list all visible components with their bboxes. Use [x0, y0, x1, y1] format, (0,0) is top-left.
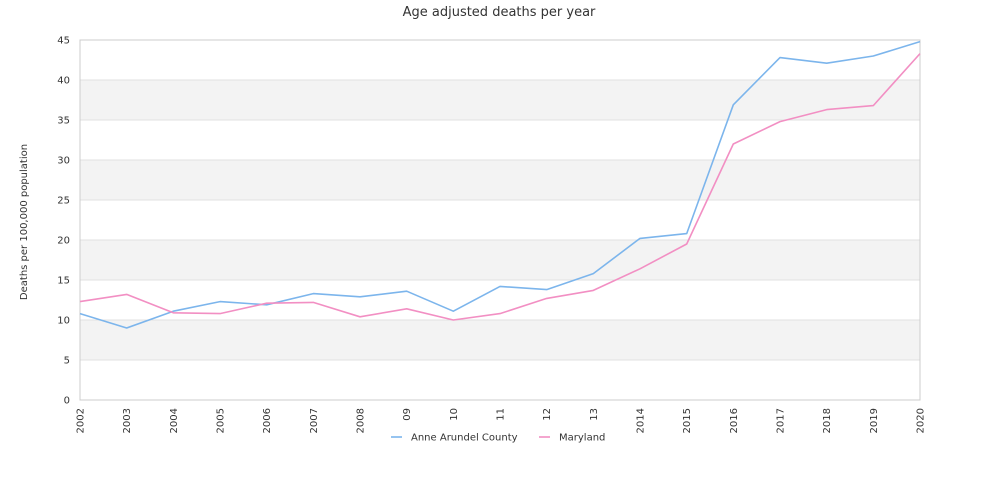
plot-border: [79, 39, 921, 401]
y-tick-label: 25: [57, 196, 70, 207]
x-tick-label: 2008: [356, 408, 367, 433]
y-axis-title: Deaths per 100,000 population: [19, 144, 30, 300]
plot-band: [80, 240, 920, 280]
x-tick-label: 2007: [309, 408, 320, 433]
y-tick-label: 0: [64, 396, 70, 407]
plot-bands: [80, 80, 920, 360]
series-layer: [79, 40, 921, 329]
legend-label[interactable]: Anne Arundel County: [411, 433, 518, 444]
y-tick-label: 35: [57, 116, 70, 127]
plot-band: [80, 320, 920, 360]
x-tick-label: 2020: [916, 408, 927, 433]
x-tick-label: 11: [496, 408, 507, 421]
y-tick-label: 5: [64, 356, 70, 367]
legend: Anne Arundel County Maryland: [391, 433, 605, 444]
legend-label[interactable]: Maryland: [559, 433, 605, 444]
series-line-0[interactable]: [79, 40, 921, 329]
y-tick-label: 45: [57, 36, 70, 47]
plot-band: [80, 80, 920, 120]
x-tick-label: 2014: [636, 408, 647, 433]
x-axis-ticks: 2002 2003 2004 2005 2006 2007 2008 09 10 11 12 13 20…: [76, 408, 927, 433]
x-tick-label: 2003: [122, 408, 133, 433]
x-tick-label: 13: [589, 408, 600, 421]
x-tick-label: 10: [449, 408, 460, 421]
chart-title: Age adjusted deaths per year: [403, 5, 596, 20]
x-tick-label: 2002: [76, 408, 87, 433]
x-tick-label: 2005: [216, 408, 227, 433]
y-tick-label: 40: [57, 76, 70, 87]
plot-band: [80, 160, 920, 200]
x-tick-label: 2019: [869, 408, 880, 433]
series-line-1[interactable]: [79, 53, 921, 321]
y-axis-ticks: 0 5 10 15 20 25 30 35 40 45: [57, 36, 70, 407]
x-tick-label: 2004: [169, 408, 180, 433]
x-tick-label: 2015: [682, 408, 693, 433]
x-tick-label: 2006: [262, 408, 273, 433]
y-tick-label: 10: [57, 316, 70, 327]
y-tick-label: 30: [57, 156, 70, 167]
x-tick-label: 2018: [822, 408, 833, 433]
x-tick-label: 2016: [729, 408, 740, 433]
x-tick-label: 12: [542, 408, 553, 421]
x-tick-label: 09: [402, 408, 413, 421]
y-tick-label: 20: [57, 236, 70, 247]
x-tick-label: 2017: [776, 408, 787, 433]
y-tick-label: 15: [57, 276, 70, 287]
